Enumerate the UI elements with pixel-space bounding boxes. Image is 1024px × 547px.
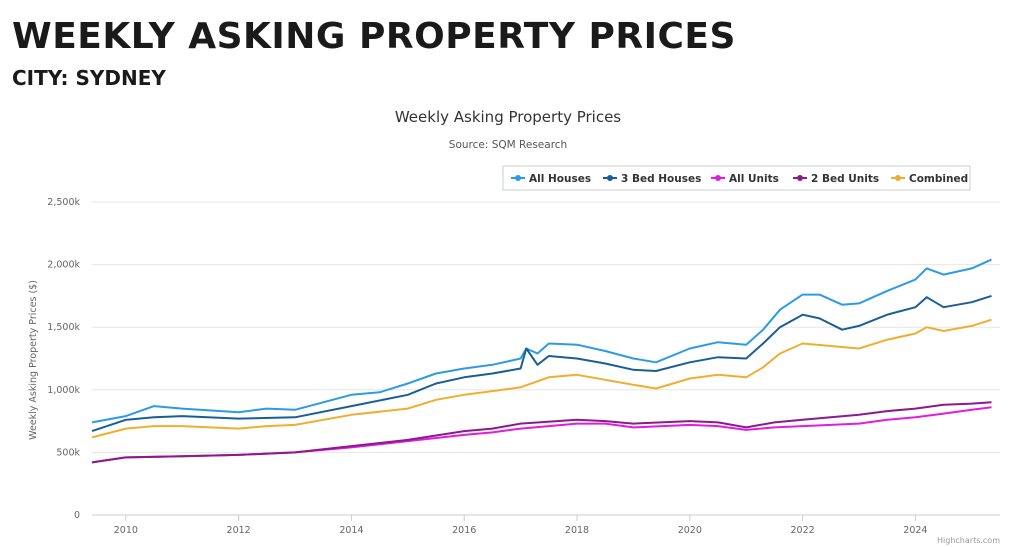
- legend-item[interactable]: 3 Bed Houses: [621, 173, 701, 185]
- legend-marker-icon: [515, 175, 521, 181]
- page-title: WEEKLY ASKING PROPERTY PRICES: [12, 16, 736, 57]
- y-axis-label: Weekly Asking Property Prices ($): [28, 280, 39, 440]
- legend-marker-icon: [607, 175, 613, 181]
- city-subtitle: CITY: SYDNEY: [12, 66, 166, 90]
- legend-item[interactable]: 2 Bed Units: [811, 173, 879, 185]
- x-tick-label: 2018: [565, 525, 589, 536]
- y-tick-label: 1,500k: [47, 322, 80, 333]
- x-tick-label: 2024: [903, 525, 927, 536]
- y-tick-label: 2,500k: [47, 197, 80, 208]
- series-line-2-bed-units: [91, 401, 992, 464]
- x-tick-label: 2012: [227, 525, 251, 536]
- x-tick-label: 2014: [339, 525, 363, 536]
- series-line-3-bed-houses: [91, 294, 992, 433]
- chart-subtitle: Source: SQM Research: [449, 139, 567, 151]
- legend: All Houses 3 Bed Houses All Units 2 Bed Uni…: [502, 165, 971, 191]
- legend-marker-icon: [715, 175, 721, 181]
- x-tick-label: 2010: [114, 525, 138, 536]
- y-tick-label: 2,000k: [47, 260, 80, 271]
- y-tick-label: 500k: [56, 447, 80, 458]
- series-line-all-houses: [91, 258, 992, 424]
- chart-title: Weekly Asking Property Prices: [395, 108, 621, 126]
- x-tick-label: 2022: [791, 525, 815, 536]
- legend-item[interactable]: Combined: [909, 173, 968, 185]
- legend-item[interactable]: All Houses: [529, 173, 591, 185]
- legend-marker-icon: [895, 175, 901, 181]
- y-tick-label: 1,000k: [47, 385, 80, 396]
- series-line-combined: [91, 318, 992, 439]
- y-tick-label: 0: [74, 510, 80, 521]
- highcharts-credit[interactable]: Highcharts.com: [937, 536, 1000, 545]
- legend-marker-icon: [797, 175, 803, 181]
- x-tick-label: 2016: [452, 525, 476, 536]
- legend-item[interactable]: All Units: [729, 173, 779, 185]
- x-tick-label: 2020: [678, 525, 702, 536]
